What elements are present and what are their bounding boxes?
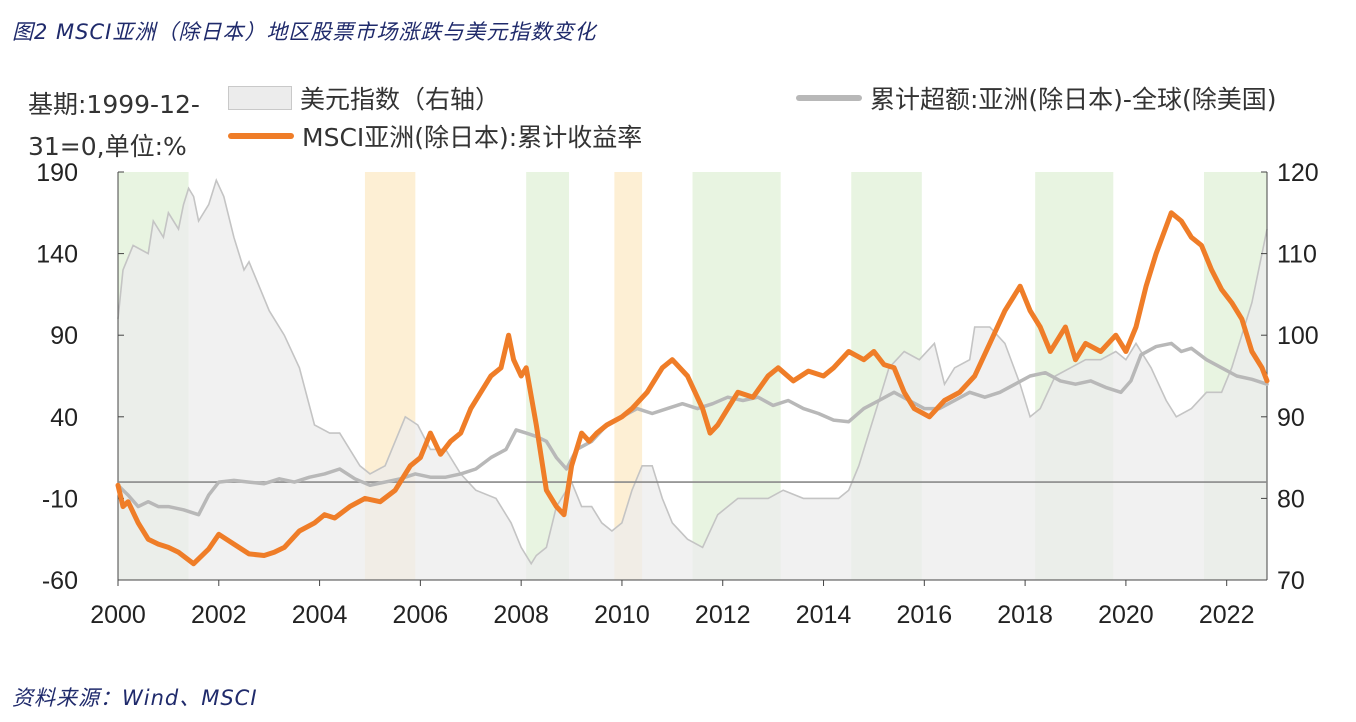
y-tick-label-4: -10	[42, 485, 78, 513]
legend-label-excess: 累计超额:亚洲(除日本)-全球(除美国)	[870, 85, 1277, 114]
y2-tick-label-0: 120	[1277, 159, 1319, 187]
y-tick-label-2: 90	[50, 322, 78, 350]
lines-layer	[115, 210, 1270, 567]
x-tick-label-8: 2016	[897, 601, 953, 629]
legend-item-msci: MSCI亚洲(除日本):累计收益率	[228, 118, 642, 154]
legend-swatch-area	[228, 86, 292, 110]
x-tick-label-4: 2008	[493, 601, 549, 629]
x-tick-label-5: 2010	[594, 601, 650, 629]
y2-tick-label-2: 100	[1277, 322, 1319, 350]
tick-labels-layer: 190 140 90 40 -10 -60 120 110 100 90 80 70 2000 2002 2…	[36, 159, 1318, 629]
legend-swatch-gray	[796, 95, 862, 101]
y2-tick-label-5: 70	[1277, 567, 1305, 595]
dxy-area	[118, 180, 1267, 580]
y-tick-label-3: 40	[50, 404, 78, 432]
x-tick-label-11: 2022	[1199, 601, 1255, 629]
x-tick-label-0: 2000	[90, 601, 146, 629]
y-tick-label-5: -60	[42, 567, 78, 595]
x-tick-label-2: 2004	[292, 601, 348, 629]
x-tick-label-6: 2012	[695, 601, 751, 629]
y-tick-label-1: 140	[36, 241, 78, 269]
x-tick-label-1: 2002	[191, 601, 247, 629]
legend-label-dxy: 美元指数（右轴）	[300, 85, 501, 114]
legend-item-excess: 累计超额:亚洲(除日本)-全球(除美国)	[796, 80, 1276, 116]
y2-tick-label-3: 90	[1277, 404, 1305, 432]
figure-title: 图2 MSCI亚洲（除日本）地区股票市场涨跌与美元指数变化	[12, 20, 597, 44]
dxy-area-layer	[117, 177, 1268, 580]
base-note: 基期:1999-12-31=0,单位:%	[28, 90, 200, 161]
legend-label-msci: MSCI亚洲(除日本):累计收益率	[302, 123, 643, 152]
x-tick-label-7: 2014	[796, 601, 852, 629]
dxy-area-outline	[117, 177, 1268, 566]
excess-return-line	[116, 341, 1269, 517]
y2-tick-label-1: 110	[1277, 241, 1317, 269]
x-tick-label-3: 2006	[393, 601, 449, 629]
legend-swatch-orange	[228, 133, 294, 139]
msci-return-line	[115, 210, 1270, 567]
x-tick-label-10: 2020	[1098, 601, 1154, 629]
figure-source: 资料来源：Wind、MSCI	[12, 686, 258, 710]
y2-tick-label-4: 80	[1277, 485, 1305, 513]
x-tick-label-9: 2018	[997, 601, 1053, 629]
y-tick-label-0: 190	[36, 159, 78, 187]
legend-item-dxy: 美元指数（右轴）	[228, 80, 500, 116]
axes-layer	[117, 171, 1268, 586]
